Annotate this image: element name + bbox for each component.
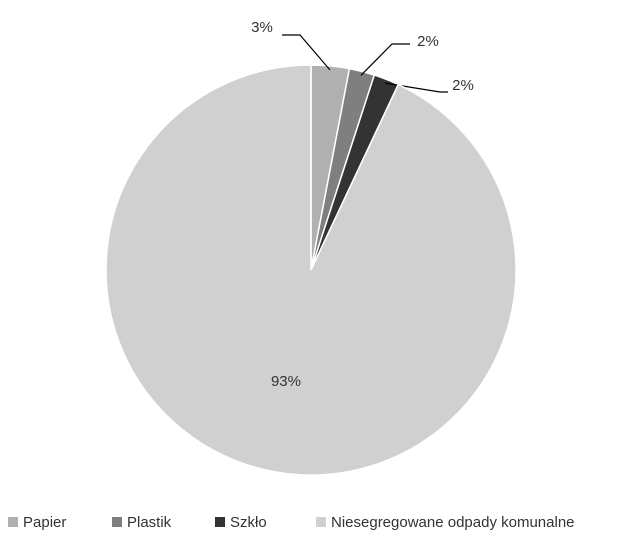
legend-swatch [112,517,122,527]
leader-line [282,34,331,71]
legend-swatch [215,517,225,527]
data-label: 2% [452,77,474,94]
data-label: 2% [417,33,439,50]
legend-swatch [8,517,18,527]
leader-line [384,82,448,93]
data-label: 93% [271,373,301,390]
legend-label: Niesegregowane odpady komunalne [331,514,575,531]
legend-label: Plastik [127,514,172,531]
pie-slice [105,64,517,476]
data-label: 3% [251,19,273,36]
legend-label: Papier [23,514,66,531]
legend-swatch [316,517,326,527]
legend-label: Szkło [230,514,267,531]
leader-line [360,43,410,76]
